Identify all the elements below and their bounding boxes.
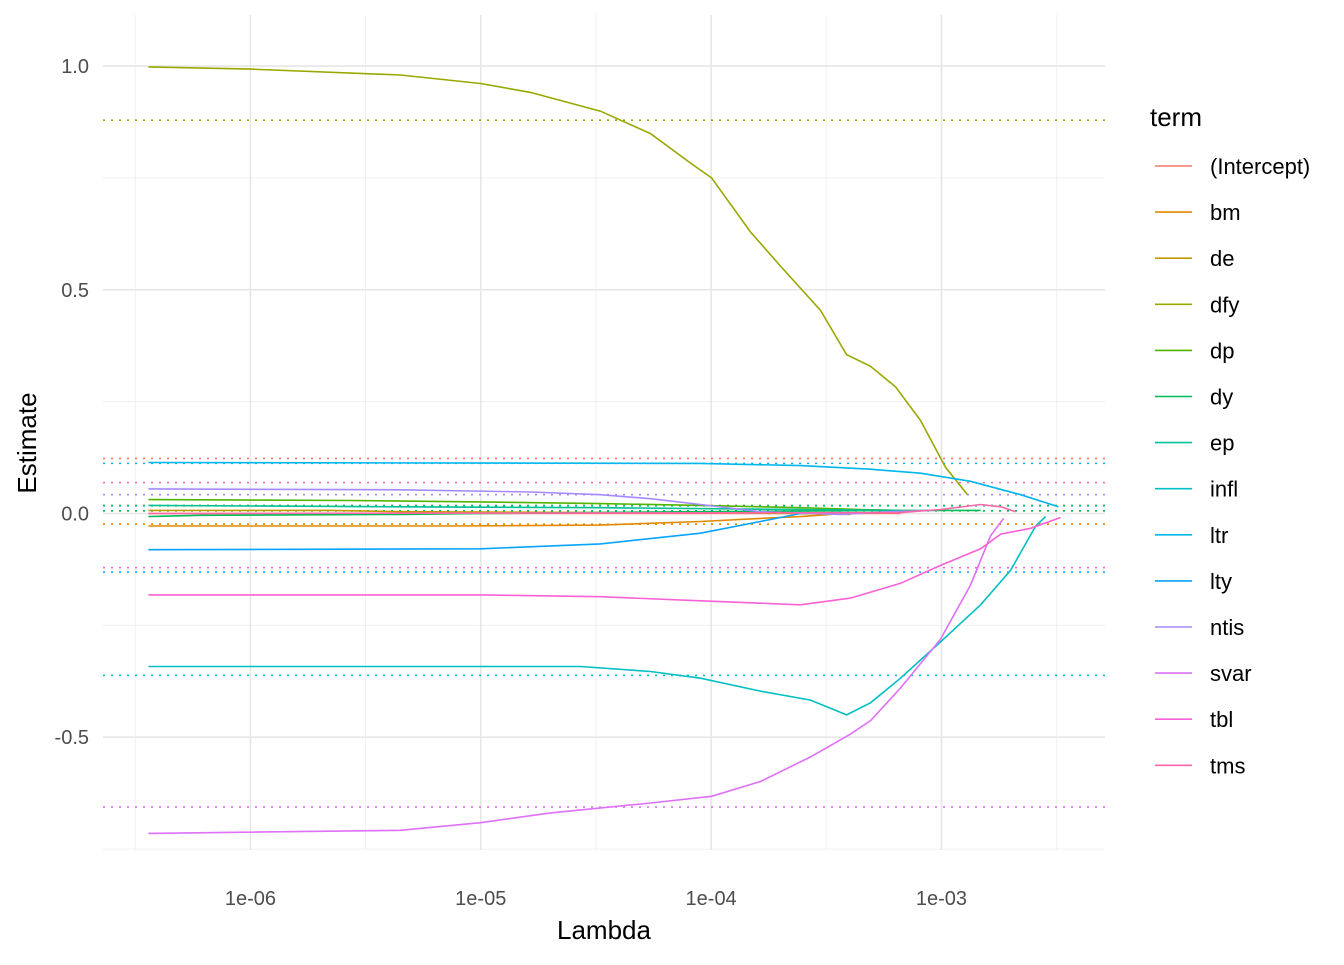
legend-label: infl (1210, 477, 1238, 502)
x-tick-label: 1e-05 (455, 888, 506, 910)
legend-label: (Intercept) (1210, 154, 1310, 179)
series-line-bm (148, 513, 831, 527)
y-tick-label: 0.0 (61, 503, 89, 525)
legend-label: bm (1210, 200, 1241, 225)
x-axis-ticks: 1e-06 1e-05 1e-04 1e-03 (225, 888, 967, 910)
legend-label: tbl (1210, 707, 1233, 732)
x-tick-label: 1e-04 (686, 888, 737, 910)
legend: term (Intercept) bm de dfy dp dy ep infl ltr lty n… (1150, 102, 1310, 778)
y-axis-title: Estimate (12, 392, 42, 493)
legend-label: dfy (1210, 292, 1239, 317)
series-line-lty (148, 511, 841, 551)
x-axis-title: Lambda (557, 915, 651, 945)
series-line-dfy (148, 66, 969, 496)
y-tick-label: 0.5 (61, 280, 89, 302)
legend-title: term (1150, 102, 1202, 132)
legend-label: svar (1210, 661, 1252, 686)
series-line-infl (148, 516, 1047, 716)
x-tick-label: 1e-03 (916, 888, 967, 910)
legend-label: dp (1210, 338, 1234, 363)
legend-label: tms (1210, 753, 1245, 778)
y-tick-label: -0.5 (55, 727, 89, 749)
series-line-tbl (148, 516, 1061, 606)
series-lines (148, 66, 1061, 835)
legend-label: ltr (1210, 523, 1228, 548)
legend-label: ep (1210, 431, 1234, 456)
legend-label: dy (1210, 385, 1233, 410)
y-axis-ticks: 1.0 0.5 0.0 -0.5 (55, 56, 89, 749)
legend-label: de (1210, 246, 1234, 271)
x-tick-label: 1e-06 (225, 888, 276, 910)
grid (103, 15, 1105, 850)
series-line-svar (148, 517, 1005, 835)
series-line-ltr (148, 461, 1059, 508)
legend-label: ntis (1210, 615, 1244, 640)
legend-label: lty (1210, 569, 1232, 594)
series-line-tms (148, 503, 1016, 515)
y-tick-label: 1.0 (61, 56, 89, 78)
series-line-ep (148, 504, 901, 512)
